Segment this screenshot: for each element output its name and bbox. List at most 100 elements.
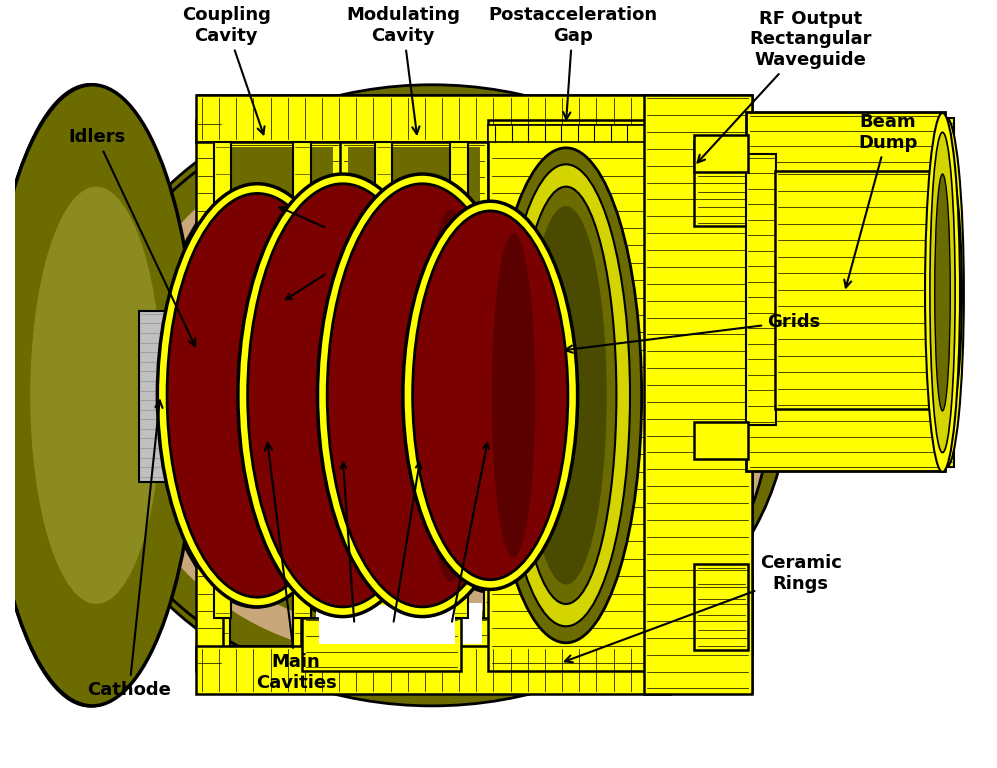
Text: Postacceleration
Gap: Postacceleration Gap xyxy=(489,6,657,120)
Ellipse shape xyxy=(525,206,607,584)
Ellipse shape xyxy=(413,211,568,580)
Ellipse shape xyxy=(164,191,348,599)
FancyBboxPatch shape xyxy=(222,142,342,296)
Ellipse shape xyxy=(327,184,517,607)
Text: Cathode: Cathode xyxy=(88,400,171,699)
FancyBboxPatch shape xyxy=(386,296,458,411)
FancyBboxPatch shape xyxy=(348,399,488,430)
Ellipse shape xyxy=(114,135,653,655)
Ellipse shape xyxy=(112,119,753,672)
FancyBboxPatch shape xyxy=(222,296,266,356)
FancyBboxPatch shape xyxy=(775,171,944,409)
FancyBboxPatch shape xyxy=(387,294,457,411)
Ellipse shape xyxy=(0,84,192,706)
Ellipse shape xyxy=(402,198,582,592)
FancyBboxPatch shape xyxy=(645,123,689,668)
Ellipse shape xyxy=(325,182,519,609)
Ellipse shape xyxy=(156,184,355,607)
FancyBboxPatch shape xyxy=(302,617,462,671)
Ellipse shape xyxy=(83,109,684,682)
FancyBboxPatch shape xyxy=(694,141,753,219)
Ellipse shape xyxy=(174,191,592,599)
FancyBboxPatch shape xyxy=(319,605,456,644)
Ellipse shape xyxy=(296,157,684,633)
Ellipse shape xyxy=(940,205,956,380)
FancyBboxPatch shape xyxy=(394,300,450,403)
FancyBboxPatch shape xyxy=(485,144,499,668)
Text: Idlers: Idlers xyxy=(68,128,195,346)
FancyBboxPatch shape xyxy=(694,135,749,172)
FancyBboxPatch shape xyxy=(791,164,951,421)
Ellipse shape xyxy=(179,184,684,607)
FancyBboxPatch shape xyxy=(491,139,647,668)
FancyBboxPatch shape xyxy=(644,95,753,694)
Ellipse shape xyxy=(264,222,311,568)
FancyBboxPatch shape xyxy=(644,120,692,671)
FancyBboxPatch shape xyxy=(348,397,480,429)
FancyBboxPatch shape xyxy=(694,141,749,227)
Text: Modulating
Cavity: Modulating Cavity xyxy=(346,6,460,134)
FancyBboxPatch shape xyxy=(232,147,333,285)
FancyBboxPatch shape xyxy=(197,123,222,668)
FancyBboxPatch shape xyxy=(141,312,181,478)
FancyBboxPatch shape xyxy=(489,120,648,671)
FancyBboxPatch shape xyxy=(222,294,263,360)
FancyBboxPatch shape xyxy=(348,144,488,287)
FancyBboxPatch shape xyxy=(179,372,201,421)
Ellipse shape xyxy=(432,214,481,577)
FancyBboxPatch shape xyxy=(749,164,776,421)
Ellipse shape xyxy=(491,147,642,643)
Text: RF Output
Rectangular
Waveguide: RF Output Rectangular Waveguide xyxy=(698,10,871,163)
FancyBboxPatch shape xyxy=(196,120,223,671)
FancyBboxPatch shape xyxy=(694,564,749,650)
FancyBboxPatch shape xyxy=(213,142,231,617)
FancyBboxPatch shape xyxy=(196,646,670,694)
Ellipse shape xyxy=(500,234,541,556)
FancyBboxPatch shape xyxy=(340,139,491,296)
Ellipse shape xyxy=(424,209,478,581)
FancyBboxPatch shape xyxy=(293,142,311,617)
FancyBboxPatch shape xyxy=(393,298,449,401)
FancyBboxPatch shape xyxy=(196,95,670,142)
FancyBboxPatch shape xyxy=(348,147,480,285)
Ellipse shape xyxy=(492,233,535,558)
Ellipse shape xyxy=(317,174,527,617)
FancyBboxPatch shape xyxy=(179,369,199,423)
FancyBboxPatch shape xyxy=(197,95,668,139)
FancyBboxPatch shape xyxy=(230,144,335,287)
FancyBboxPatch shape xyxy=(491,124,647,139)
FancyBboxPatch shape xyxy=(214,144,230,668)
Ellipse shape xyxy=(235,174,445,617)
FancyBboxPatch shape xyxy=(451,142,468,617)
Ellipse shape xyxy=(259,217,310,573)
Ellipse shape xyxy=(935,174,950,411)
Ellipse shape xyxy=(30,187,163,604)
FancyBboxPatch shape xyxy=(694,576,753,654)
Ellipse shape xyxy=(242,182,437,609)
Ellipse shape xyxy=(930,132,955,452)
Ellipse shape xyxy=(925,113,960,472)
FancyBboxPatch shape xyxy=(694,422,749,459)
FancyBboxPatch shape xyxy=(749,118,942,467)
FancyBboxPatch shape xyxy=(230,300,254,353)
Ellipse shape xyxy=(534,206,621,584)
FancyBboxPatch shape xyxy=(222,139,341,296)
FancyBboxPatch shape xyxy=(747,154,776,425)
Ellipse shape xyxy=(350,214,398,577)
Ellipse shape xyxy=(503,151,651,640)
FancyBboxPatch shape xyxy=(293,144,309,668)
FancyBboxPatch shape xyxy=(340,392,489,438)
FancyBboxPatch shape xyxy=(179,384,201,397)
Ellipse shape xyxy=(410,206,574,584)
FancyBboxPatch shape xyxy=(645,95,753,692)
Ellipse shape xyxy=(317,180,663,611)
FancyBboxPatch shape xyxy=(694,141,751,168)
FancyBboxPatch shape xyxy=(340,392,491,438)
Ellipse shape xyxy=(778,164,805,421)
Text: Main
Cavities: Main Cavities xyxy=(256,443,337,692)
FancyBboxPatch shape xyxy=(230,300,257,348)
Ellipse shape xyxy=(403,201,577,589)
Ellipse shape xyxy=(317,174,527,617)
Ellipse shape xyxy=(501,164,630,626)
Ellipse shape xyxy=(141,145,723,646)
